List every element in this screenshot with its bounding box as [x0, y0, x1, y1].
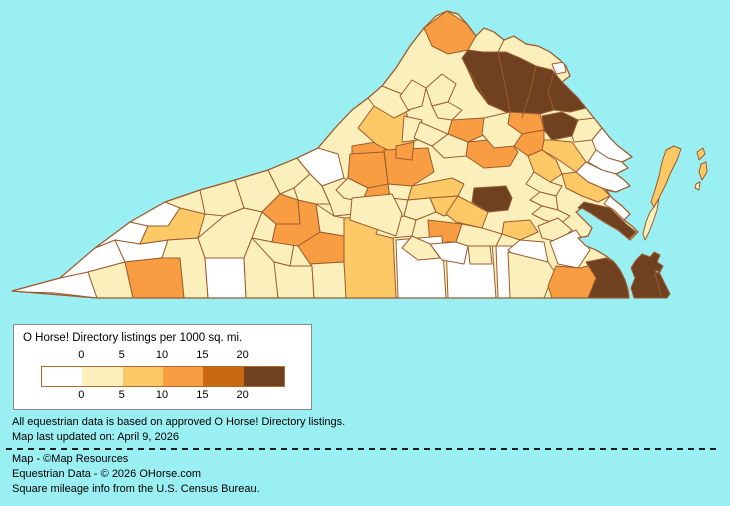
island-shape: [630, 251, 666, 299]
county-shape: [124, 257, 185, 298]
dashed-separator: [6, 448, 720, 450]
county-border-line: [497, 51, 511, 113]
county-shape: [413, 121, 449, 147]
note-data-source: All equestrian data is based on approved…: [12, 416, 346, 428]
legend-tick-label: 0: [78, 389, 85, 401]
county-shape: [349, 193, 403, 237]
legend-swatch: [42, 367, 83, 386]
county-shape: [471, 185, 513, 213]
county-shape: [204, 257, 247, 298]
legend-tick-label: 10: [155, 349, 169, 361]
legend-swatch: [243, 367, 284, 386]
legend-title: O Horse! Directory listings per 1000 sq.…: [23, 332, 243, 344]
legend-tick-label: 20: [236, 389, 249, 401]
credit-equestrian-data: Equestrian Data - © 2026 OHorse.com: [12, 468, 202, 480]
credit-square-mileage: Square mileage info from the U.S. Census…: [12, 483, 260, 495]
county-shape: [403, 197, 437, 221]
legend-tick-label: 5: [118, 349, 125, 361]
county-shape: [455, 223, 503, 247]
county-shape: [467, 245, 493, 265]
island-shape: [694, 181, 701, 191]
island-shape: [654, 271, 671, 299]
legend-swatch: [162, 367, 204, 386]
island-shape: [698, 161, 708, 181]
county-shape: [399, 79, 427, 111]
island-shape: [696, 147, 706, 161]
legend-ticks-bottom: 0 5 10 15 20: [41, 389, 283, 401]
county-shape: [273, 261, 315, 298]
island-shape: [650, 145, 682, 208]
county-shape: [551, 61, 567, 75]
legend-swatch: [203, 367, 244, 386]
county-shape: [501, 219, 539, 241]
county-shape: [309, 261, 349, 298]
legend-tick-label: 15: [196, 389, 209, 401]
county-shape: [139, 207, 206, 245]
legend-tick-label: 10: [155, 389, 169, 401]
legend-tick-label: 15: [196, 349, 209, 361]
county-shape: [481, 111, 523, 149]
county-border-line: [547, 71, 555, 111]
state-outline: [11, 10, 639, 299]
legend-color-ramp: [41, 366, 285, 387]
legend-ticks-top: 0 5 10 15 20: [41, 349, 283, 361]
island-shape: [642, 197, 660, 241]
legend-tick-label: 20: [236, 349, 249, 361]
legend-box: O Horse! Directory listings per 1000 sq.…: [13, 324, 312, 410]
county-shape: [401, 235, 441, 261]
credit-map: Map - ©Map Resources: [12, 453, 129, 465]
legend-tick-label: 5: [118, 389, 125, 401]
county-shape: [395, 141, 415, 161]
county-shape: [425, 73, 457, 107]
legend-tick-label: 0: [78, 349, 85, 361]
legend-swatch: [122, 367, 163, 386]
county-shape: [87, 261, 134, 298]
county-border-line: [469, 71, 489, 105]
county-shape: [507, 251, 557, 298]
county-shape: [347, 151, 389, 189]
county-border-line: [521, 65, 537, 119]
note-last-updated: Map last updated on: April 9, 2026: [12, 431, 179, 443]
county-shape: [447, 117, 491, 143]
county-shape: [251, 237, 295, 267]
legend-swatch: [82, 367, 123, 386]
county-shape: [431, 101, 463, 121]
